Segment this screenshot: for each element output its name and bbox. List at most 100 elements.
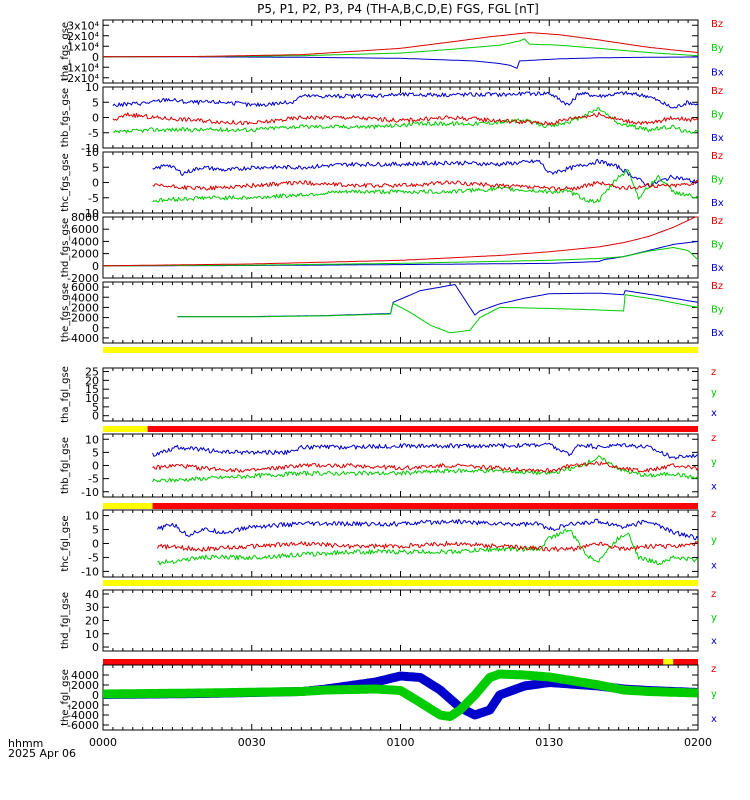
series-y (177, 294, 699, 334)
x-tick-label: 0200 (684, 736, 712, 749)
y-tick-label: -10 (81, 565, 99, 578)
y-tick-label: 0 (92, 260, 99, 273)
x-start-label: hhmm (8, 737, 43, 750)
y-tick-label: -10 (81, 142, 99, 155)
legend-Bx: Bx (711, 263, 724, 274)
legend-y: y (711, 387, 717, 398)
y-tick-label: -5 (88, 192, 99, 205)
series-y (152, 169, 699, 204)
panel-frame (102, 367, 699, 422)
x-tick-label: 0100 (387, 736, 415, 749)
y-tick-label: 5 (92, 96, 99, 109)
y-tick-label: 2000 (71, 301, 99, 314)
y-tick-label: 25 (85, 366, 99, 379)
y-tick-label: 0 (92, 112, 99, 125)
x-date-label: 2025 Apr 06 (8, 747, 76, 760)
legend-Bx: Bx (711, 198, 724, 209)
y-tick-label: 3x10⁴ (67, 19, 100, 32)
series-z (152, 461, 699, 473)
y-tick-label: -5 (88, 473, 99, 486)
y-tick-label: 10 (85, 392, 99, 405)
y-tick-label: 0 (92, 460, 99, 473)
legend-Bx: Bx (711, 133, 724, 144)
y-tick-label: -5 (88, 551, 99, 564)
status-bar-yellow (103, 580, 698, 586)
status-bar-yellow (103, 426, 148, 432)
status-bar-yellow (663, 659, 674, 665)
y-tick-label: 15 (85, 383, 99, 396)
status-bar-yellow (103, 347, 698, 353)
legend-x: x (711, 408, 717, 419)
series-y (157, 528, 699, 566)
legend-x: x (711, 481, 717, 492)
legend-y: y (711, 689, 717, 700)
y-tick-label: 10 (85, 433, 99, 446)
status-bar-red (147, 426, 698, 432)
y-tick-label: 0 (92, 51, 99, 64)
series-x (112, 91, 699, 109)
y-tick-label: -4000 (67, 709, 99, 722)
status-bar-red (103, 659, 664, 665)
y-tick-label: 4000 (71, 235, 99, 248)
legend-Bx: Bx (711, 328, 724, 339)
series-x (157, 518, 699, 541)
y-tick-label: 5 (92, 524, 99, 537)
x-tick-label: 0130 (535, 736, 563, 749)
series-z (152, 180, 699, 191)
legend-Bz: Bz (711, 216, 723, 227)
panel-ylabel: the_fgl_gse (60, 669, 71, 726)
y-tick-label: -2x10⁴ (63, 72, 99, 85)
panel-frame (102, 589, 699, 652)
y-tick-label: 10 (85, 81, 99, 94)
y-tick-label: 0 (92, 641, 99, 654)
series-y (103, 247, 699, 267)
panel-frame (102, 281, 699, 344)
legend-Bx: Bx (711, 67, 724, 78)
panel-frame (102, 86, 699, 149)
legend-Bz: Bz (711, 151, 723, 162)
y-tick-label: 2x10⁴ (67, 30, 100, 43)
y-tick-label: 2000 (71, 679, 99, 692)
y-tick-label: 30 (85, 601, 99, 614)
series-x (152, 158, 699, 188)
series-x (103, 56, 698, 69)
series-z (112, 111, 699, 126)
y-tick-label: 5 (92, 161, 99, 174)
y-tick-label: 8000 (71, 211, 99, 224)
y-tick-label: 5 (92, 401, 99, 414)
y-tick-label: -10 (81, 207, 99, 220)
x-axis: hhmm 2025 Apr 06 0000 0030 0100 0130 0200 (8, 736, 712, 760)
series-z (103, 216, 698, 267)
y-tick-label: -2000 (67, 312, 99, 325)
legend-Bz: Bz (711, 281, 723, 292)
y-tick-label: -1x10⁴ (63, 61, 99, 74)
y-tick-label: -6000 (67, 719, 99, 732)
y-tick-label: 10 (85, 146, 99, 159)
series-x (177, 284, 699, 318)
legend-z: z (711, 509, 716, 520)
y-tick-label: 6000 (71, 223, 99, 236)
legend-x: x (711, 561, 717, 572)
panel-ylabel: thb_fgs_gse (60, 88, 71, 147)
panel-frame (102, 19, 699, 84)
legend-z: z (711, 367, 716, 378)
legend-By: By (711, 239, 724, 250)
y-tick-label: 1x10⁴ (67, 40, 100, 53)
y-tick-label: 0 (92, 410, 99, 423)
y-tick-label: 5 (92, 446, 99, 459)
y-tick-label: -5 (88, 127, 99, 140)
series-z (102, 32, 699, 58)
y-tick-label: -2000 (67, 699, 99, 712)
status-bar-red (152, 503, 699, 509)
legend-By: By (711, 109, 724, 120)
legend-By: By (711, 304, 724, 315)
y-tick-label: 20 (85, 374, 99, 387)
y-tick-label: -2000 (67, 272, 99, 285)
